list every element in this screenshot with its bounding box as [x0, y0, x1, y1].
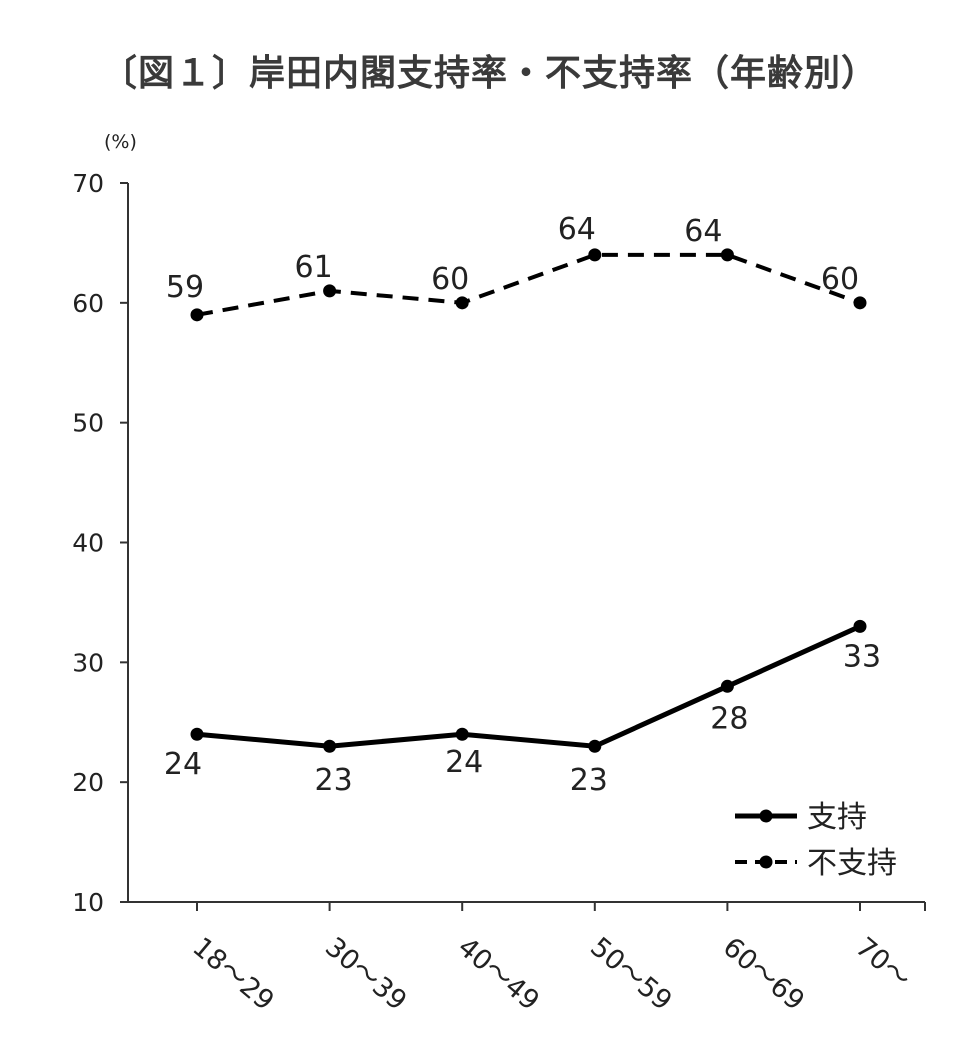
series-line-support — [196, 624, 862, 749]
x-tick-label: 60～69 — [717, 932, 810, 1017]
data-point — [323, 284, 337, 298]
data-point — [720, 248, 734, 262]
x-tick-label: 40～49 — [452, 932, 545, 1017]
legend-label: 不支持 — [807, 846, 897, 881]
data-point — [720, 679, 734, 693]
chart-title: 〔図１〕岸田内閣支持率・不支持率（年齢別） — [100, 53, 878, 94]
y-tick-label: 10 — [72, 888, 104, 917]
series-line-nonsupport — [196, 252, 861, 317]
data-label: 23 — [315, 763, 353, 798]
data-point — [190, 727, 204, 741]
x-tick-label: 18～29 — [187, 932, 280, 1017]
data-point — [853, 296, 867, 310]
y-tick-label: 60 — [72, 289, 104, 318]
data-point — [190, 308, 204, 322]
data-label: 28 — [710, 701, 748, 736]
data-point — [455, 727, 469, 741]
data-label: 24 — [164, 747, 202, 782]
data-label: 60 — [821, 262, 859, 297]
legend-marker — [759, 855, 773, 869]
data-label: 64 — [558, 212, 596, 247]
legend-label: 支持 — [807, 800, 867, 835]
data-label: 59 — [166, 270, 204, 305]
data-label: 24 — [445, 745, 483, 780]
y-tick-label: 70 — [72, 169, 104, 198]
data-label: 23 — [570, 763, 608, 798]
data-label: 64 — [684, 214, 722, 249]
x-tick-label: 50～59 — [584, 932, 677, 1017]
data-point — [588, 248, 602, 262]
data-point — [323, 739, 337, 753]
legend-marker — [759, 809, 773, 823]
y-axis-unit: (%) — [104, 131, 137, 153]
x-tick-label: 30～39 — [319, 932, 412, 1017]
data-label: 60 — [431, 262, 469, 297]
data-point — [588, 739, 602, 753]
data-point — [455, 296, 469, 310]
x-tick-label: 70～ — [850, 932, 917, 995]
y-tick-label: 30 — [72, 648, 104, 677]
y-tick-label: 20 — [72, 768, 104, 797]
y-tick-label: 40 — [72, 529, 104, 558]
data-label: 33 — [843, 639, 881, 674]
data-point — [853, 619, 867, 633]
y-tick-label: 50 — [72, 409, 104, 438]
data-label: 61 — [295, 250, 333, 285]
